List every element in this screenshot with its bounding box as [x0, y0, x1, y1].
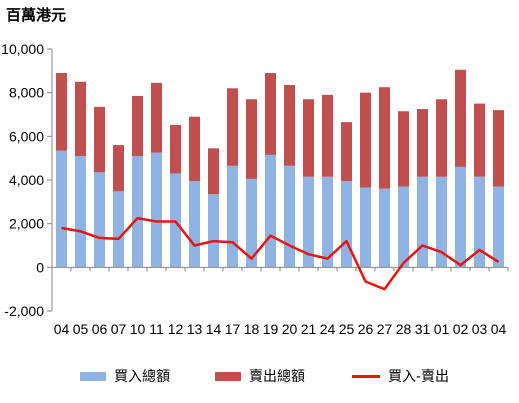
- bar-buy: [151, 152, 162, 268]
- bar-sell: [360, 92, 371, 188]
- x-tick-label: 26: [358, 321, 374, 337]
- bar-sell: [341, 122, 352, 182]
- bar-sell: [189, 116, 200, 182]
- y-tick-label: 10,000: [1, 41, 44, 57]
- bar-buy: [455, 166, 466, 268]
- bar-sell: [151, 82, 162, 153]
- bar-sell: [113, 145, 124, 192]
- legend-label-buy: 買入總額: [114, 369, 170, 385]
- bar-buy: [284, 165, 295, 268]
- bar-sell: [265, 73, 276, 155]
- bar-buy: [360, 187, 371, 268]
- x-tick-label: 28: [396, 321, 412, 337]
- x-tick-label: 19: [263, 321, 279, 337]
- y-tick-label: 2,000: [9, 216, 44, 232]
- bar-sell: [170, 124, 181, 174]
- y-tick-label: 8,000: [9, 85, 44, 101]
- bar-sell: [208, 148, 219, 195]
- bar-sell: [493, 110, 504, 187]
- bar-sell: [227, 88, 238, 166]
- bar-buy: [208, 194, 219, 268]
- bar-buy: [303, 176, 314, 268]
- bar-sell: [132, 95, 143, 156]
- bar-buy: [227, 165, 238, 268]
- x-tick-label: 02: [453, 321, 469, 337]
- x-tick-label: 21: [301, 321, 317, 337]
- bar-sell: [417, 109, 428, 177]
- bar-buy: [341, 181, 352, 268]
- x-tick-label: 05: [73, 321, 89, 337]
- bar-series: [56, 69, 504, 268]
- x-tick-label: 11: [149, 321, 164, 337]
- y-axis-ticks: -2,000 0 2,000 4,000 6,000 8,000 10,000: [1, 41, 52, 319]
- bar-buy: [398, 186, 409, 268]
- bar-buy: [132, 155, 143, 268]
- bar-buy: [493, 186, 504, 268]
- y-tick-label: 0: [36, 259, 44, 275]
- bar-buy: [322, 176, 333, 268]
- bar-sell: [379, 87, 390, 189]
- bar-sell: [94, 106, 105, 173]
- x-tick-label: 04: [491, 321, 507, 337]
- bar-buy: [265, 154, 276, 268]
- bar-sell: [322, 94, 333, 177]
- unit-label: 百萬港元: [6, 6, 67, 24]
- legend-label-net: 買入-賣出: [388, 369, 450, 385]
- x-tick-label: 12: [168, 321, 184, 337]
- x-tick-label: 24: [320, 321, 336, 337]
- bar-buy: [113, 191, 124, 268]
- bar-sell: [56, 73, 67, 151]
- bar-buy: [417, 176, 428, 268]
- x-tick-label: 01: [434, 321, 450, 337]
- x-tick-label: 25: [339, 321, 355, 337]
- bar-buy: [56, 150, 67, 268]
- legend-item-net: 買入-賣出: [352, 366, 449, 386]
- legend-item-buy: 買入總額: [80, 366, 170, 386]
- bar-sell: [474, 103, 485, 177]
- legend-swatch-buy: [80, 371, 106, 381]
- x-tick-label: 27: [377, 321, 393, 337]
- y-tick-label: -2,000: [4, 303, 44, 319]
- bar-sell: [455, 69, 466, 167]
- bar-buy: [436, 176, 447, 268]
- axes: [51, 49, 509, 311]
- x-tick-label: 20: [282, 321, 298, 337]
- bar-sell: [436, 99, 447, 177]
- y-tick-label: 6,000: [9, 128, 44, 144]
- x-tick-label: 06: [92, 321, 108, 337]
- bar-buy: [246, 178, 257, 268]
- bar-buy: [379, 188, 390, 268]
- bar-buy: [94, 172, 105, 268]
- legend: 買入總額 賣出總額 買入-賣出: [0, 362, 519, 392]
- bar-buy: [474, 176, 485, 268]
- x-tick-label: 14: [206, 321, 222, 337]
- legend-item-sell: 賣出總額: [215, 366, 305, 386]
- y-tick-label: 4,000: [9, 172, 44, 188]
- bar-sell: [398, 111, 409, 187]
- legend-swatch-sell: [215, 371, 241, 381]
- x-tick-label: 07: [111, 321, 127, 337]
- x-tick-label: 04: [54, 321, 70, 337]
- bar-buy: [75, 155, 86, 268]
- x-tick-label: 31: [415, 321, 431, 337]
- line-net: [61, 216, 500, 291]
- legend-label-sell: 賣出總額: [249, 369, 305, 385]
- x-axis-ticks: 04 05 06 07 10 11 12 13 14 17 18 19 20 21 24 25 26 27 28 31…: [54, 321, 507, 337]
- x-tick-label: 10: [130, 321, 146, 337]
- x-tick-label: 13: [187, 321, 203, 337]
- bar-buy: [189, 181, 200, 268]
- x-tick-label: 03: [472, 321, 488, 337]
- x-tick-label: 17: [225, 321, 241, 337]
- bar-sell: [246, 99, 257, 179]
- bar-sell: [75, 81, 86, 156]
- x-tick-label: 18: [244, 321, 260, 337]
- line-series: [61, 216, 500, 291]
- bar-sell: [303, 99, 314, 177]
- bar-sell: [284, 85, 295, 166]
- legend-swatch-net: [352, 374, 380, 378]
